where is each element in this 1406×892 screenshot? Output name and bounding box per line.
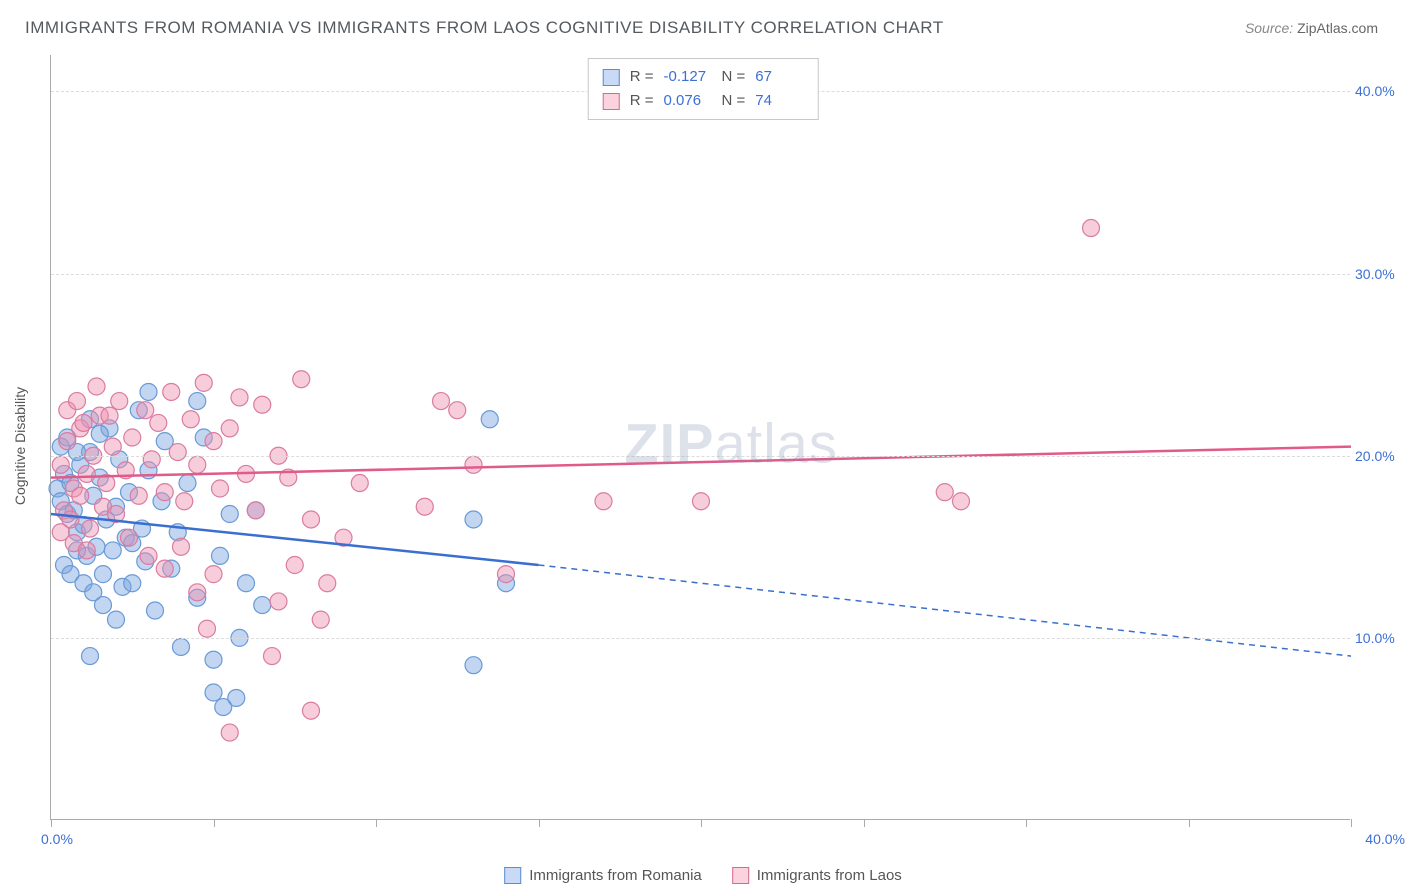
- stats-row: R = -0.127 N = 67: [603, 65, 804, 89]
- x-axis-min-label: 0.0%: [41, 831, 73, 847]
- y-tick-label: 30.0%: [1355, 266, 1405, 282]
- gridline: [51, 274, 1350, 275]
- r-label: R =: [630, 65, 654, 89]
- n-value: 74: [755, 89, 803, 113]
- n-value: 67: [755, 65, 803, 89]
- legend: Immigrants from Romania Immigrants from …: [504, 867, 902, 884]
- x-tick: [539, 819, 540, 827]
- y-axis-label: Cognitive Disability: [12, 387, 28, 505]
- r-label: R =: [630, 89, 654, 113]
- n-label: N =: [722, 89, 746, 113]
- x-tick: [864, 819, 865, 827]
- scatter-svg: [51, 55, 1350, 819]
- y-tick-label: 20.0%: [1355, 448, 1405, 464]
- x-tick: [51, 819, 52, 827]
- x-axis-max-label: 40.0%: [1365, 831, 1405, 847]
- legend-label: Immigrants from Laos: [757, 867, 902, 884]
- x-tick: [1026, 819, 1027, 827]
- x-tick: [376, 819, 377, 827]
- x-tick: [701, 819, 702, 827]
- chart-plot-area: 0.0% 40.0% 10.0%20.0%30.0%40.0%: [50, 55, 1350, 820]
- x-tick: [1351, 819, 1352, 827]
- r-value: -0.127: [664, 65, 712, 89]
- correlation-stats-box: R = -0.127 N = 67 R = 0.076 N = 74: [588, 58, 819, 120]
- x-tick: [1189, 819, 1190, 827]
- source-attribution: Source: ZipAtlas.com: [1245, 20, 1378, 36]
- stats-row: R = 0.076 N = 74: [603, 89, 804, 113]
- y-tick-label: 40.0%: [1355, 83, 1405, 99]
- x-tick: [214, 819, 215, 827]
- r-value: 0.076: [664, 89, 712, 113]
- swatch-pink: [603, 93, 620, 110]
- source-label: Source:: [1245, 20, 1293, 36]
- n-label: N =: [722, 65, 746, 89]
- gridline: [51, 638, 1350, 639]
- swatch-pink: [732, 867, 749, 884]
- chart-title: IMMIGRANTS FROM ROMANIA VS IMMIGRANTS FR…: [25, 18, 944, 38]
- source-value: ZipAtlas.com: [1297, 20, 1378, 36]
- legend-item: Immigrants from Romania: [504, 867, 702, 884]
- y-tick-label: 10.0%: [1355, 630, 1405, 646]
- gridline: [51, 456, 1350, 457]
- swatch-blue: [603, 69, 620, 86]
- legend-item: Immigrants from Laos: [732, 867, 902, 884]
- legend-label: Immigrants from Romania: [529, 867, 702, 884]
- swatch-blue: [504, 867, 521, 884]
